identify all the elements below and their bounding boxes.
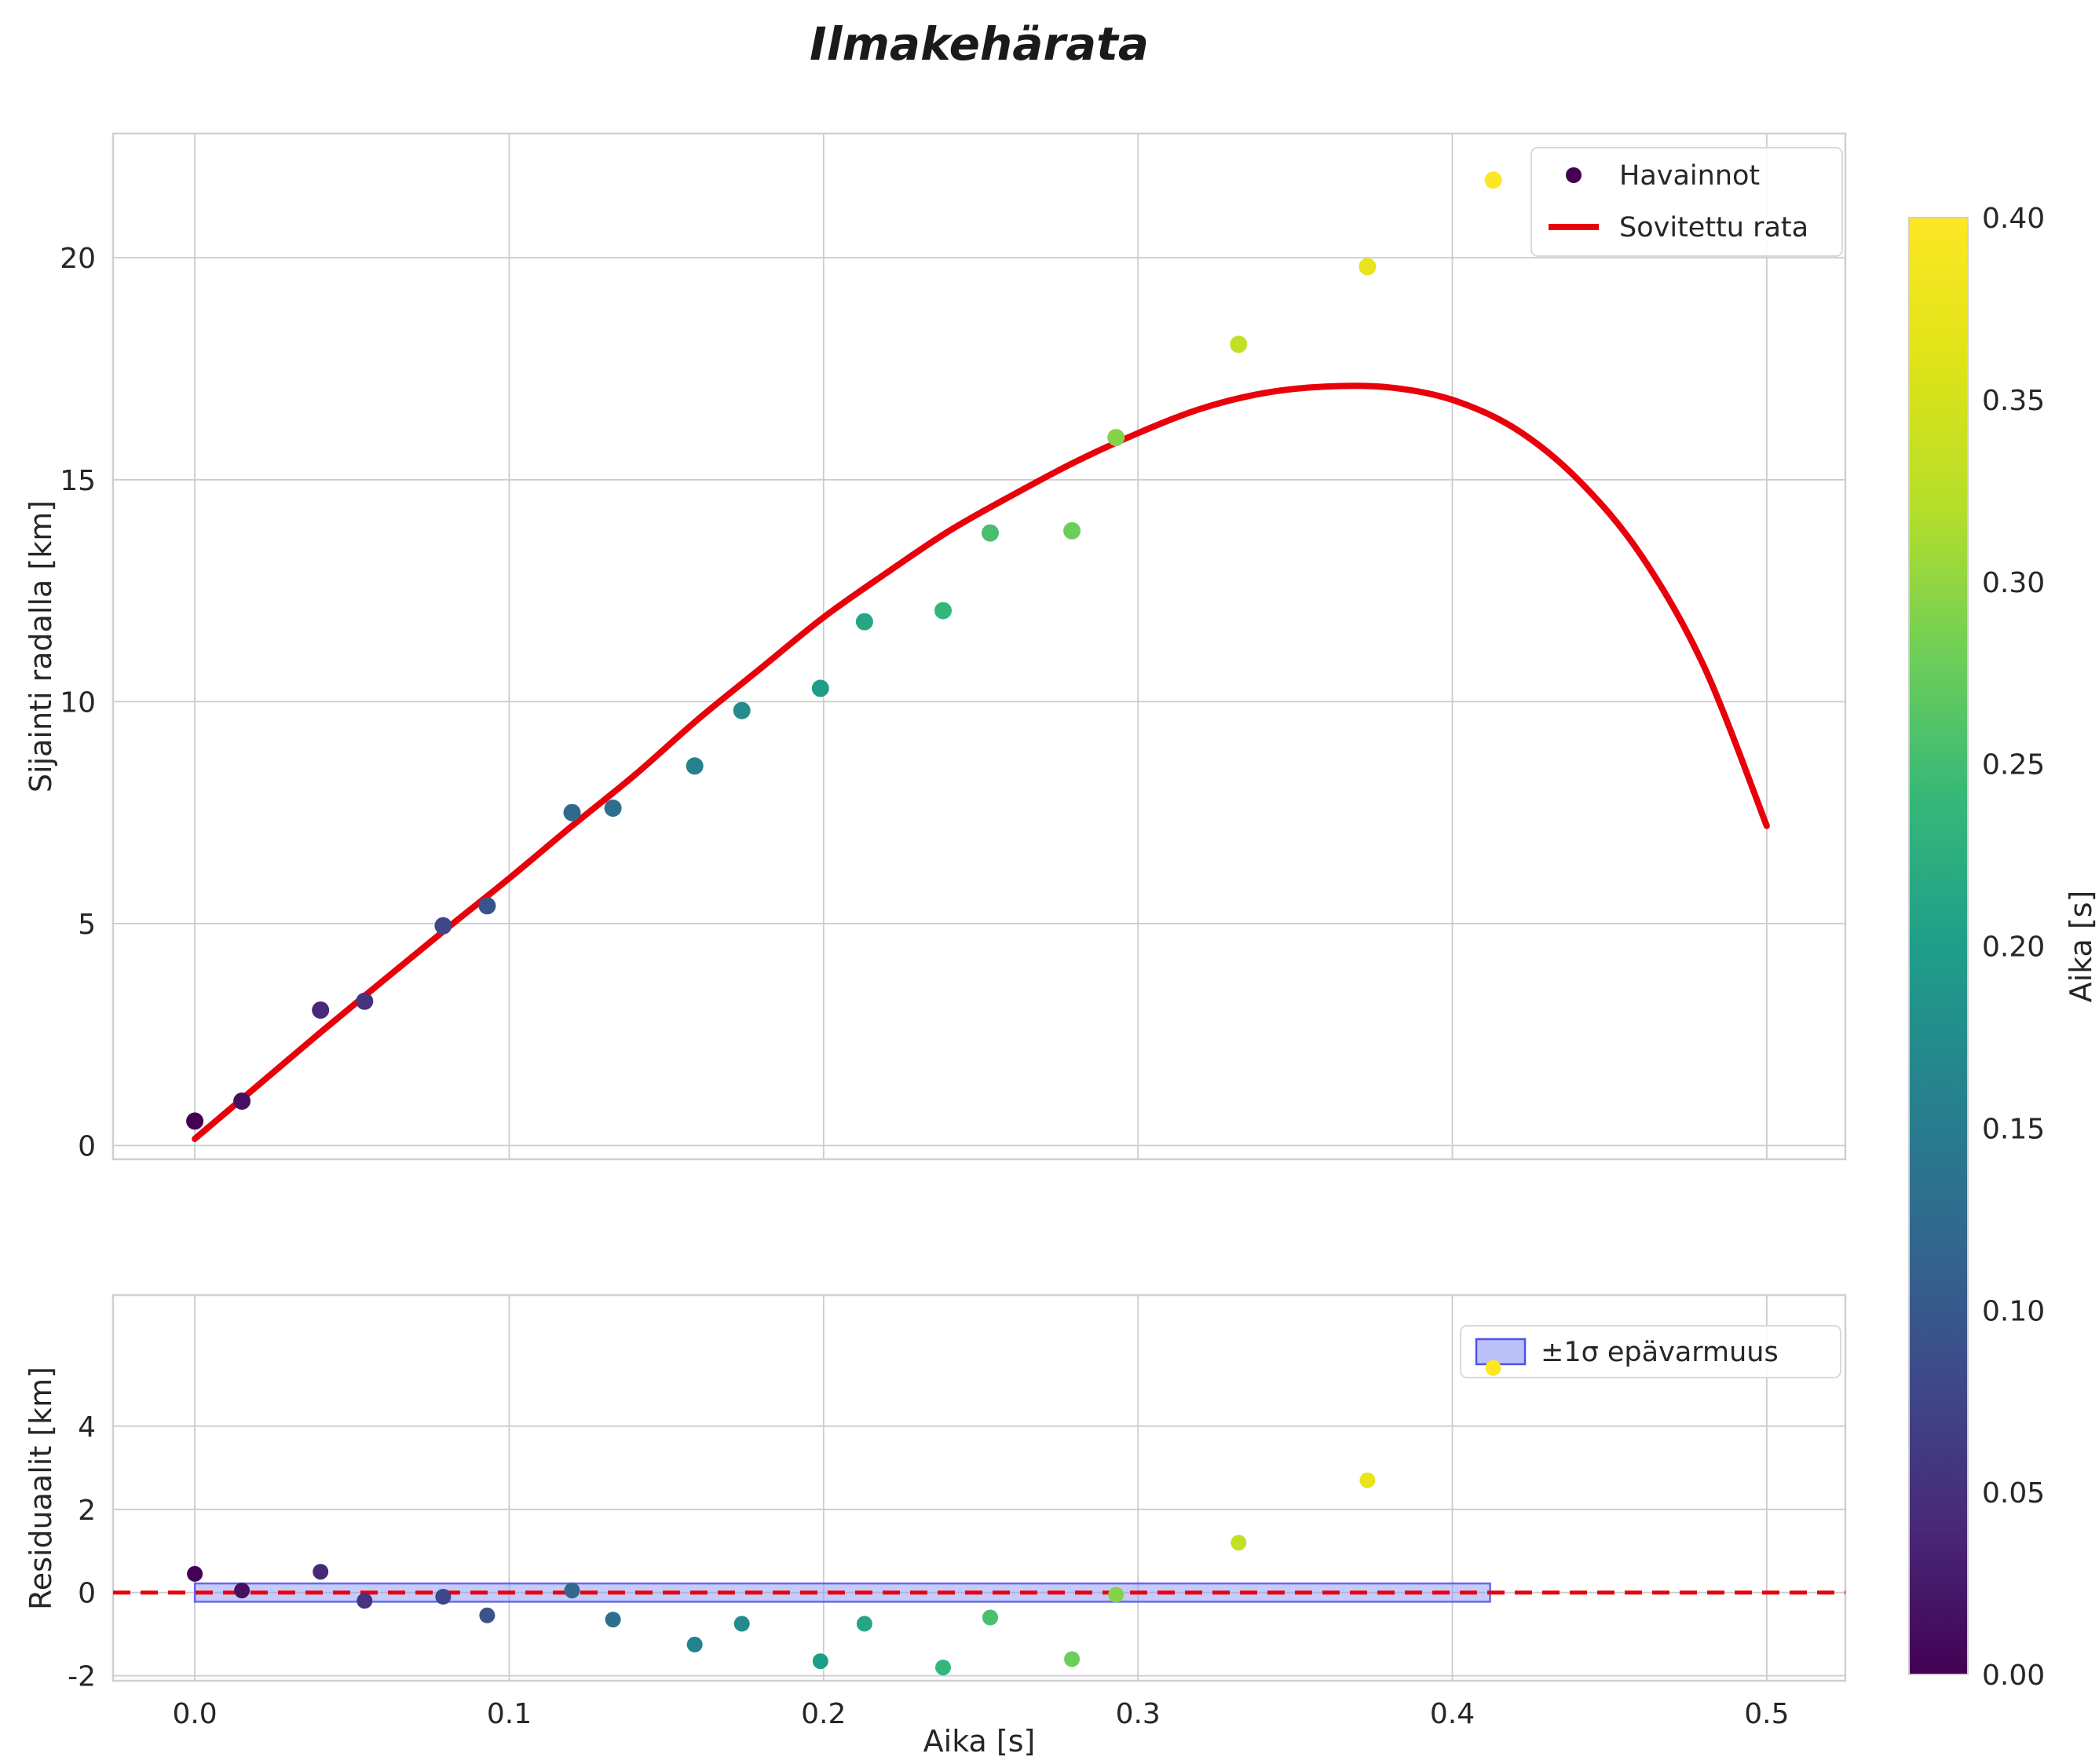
data-point (982, 524, 999, 542)
x-tick-label: 0.4 (1430, 1698, 1475, 1730)
data-point (312, 1001, 330, 1019)
data-point (1230, 335, 1248, 353)
data-point (733, 701, 751, 719)
residual-point (234, 1583, 250, 1599)
data-point (1358, 258, 1377, 276)
residual-point (812, 1653, 828, 1670)
data-point (1484, 171, 1502, 189)
residual-point (856, 1616, 872, 1632)
axes-frame (112, 132, 1847, 1161)
legend-label: Sovitettu rata (1619, 212, 1808, 243)
y-tick-label: 0 (78, 1131, 96, 1163)
residual-point (313, 1564, 329, 1580)
residual-point (357, 1593, 373, 1609)
colorbar-tick-label: 0.30 (1982, 567, 2045, 599)
residual-point (982, 1609, 998, 1626)
residual-point (435, 1589, 452, 1605)
residual-point (1359, 1472, 1376, 1488)
data-point (356, 992, 374, 1010)
fitted-curve (192, 382, 1770, 1142)
y-tick-label: 4 (78, 1411, 96, 1444)
residual-point (733, 1616, 750, 1632)
residual-point (479, 1607, 495, 1623)
residual-point (1108, 1587, 1124, 1603)
y-tick-label: -2 (68, 1661, 96, 1693)
data-point (233, 1092, 251, 1110)
y-tick-label: 15 (60, 465, 96, 497)
data-point (563, 803, 581, 822)
data-point (186, 1112, 204, 1130)
colorbar-tick-label: 0.20 (1982, 931, 2045, 964)
data-point (686, 757, 704, 775)
data-point (1107, 429, 1125, 447)
y-tick-label: 2 (78, 1495, 96, 1527)
data-point (604, 800, 622, 817)
colorbar-tick-label: 0.10 (1982, 1295, 2045, 1327)
legend-box (1460, 1325, 1841, 1378)
chart-title: Ilmakehärata (810, 17, 1149, 71)
residual-point (935, 1660, 951, 1676)
x-axis-label: Aika [s] (923, 1724, 1036, 1759)
colorbar-tick-label: 0.00 (1982, 1660, 2045, 1692)
colorbar-tick-label: 0.15 (1982, 1113, 2045, 1145)
y-tick-label: 0 (78, 1578, 96, 1610)
legend-patch-marker (1475, 1338, 1527, 1366)
residual-point (1064, 1651, 1081, 1667)
legend-point-marker (1566, 167, 1582, 183)
x-tick-label: 0.1 (487, 1698, 532, 1730)
data-point (434, 917, 452, 935)
colorbar-tick-label: 0.35 (1982, 385, 2045, 417)
axes-frame (112, 1294, 1847, 1682)
residual-point (605, 1612, 621, 1628)
colorbar-frame (1908, 217, 1969, 1675)
data-point (855, 613, 873, 631)
colorbar-tick-label: 0.25 (1982, 749, 2045, 781)
colorbar-tick-label: 0.05 (1982, 1477, 2045, 1510)
x-tick-label: 0.2 (801, 1698, 846, 1730)
data-point (478, 897, 496, 915)
data-point (934, 602, 952, 620)
x-tick-label: 0.0 (172, 1698, 217, 1730)
x-tick-label: 0.3 (1116, 1698, 1161, 1730)
y-tick-label: 10 (60, 686, 96, 719)
y-tick-label: 5 (78, 909, 96, 941)
legend-label: Havainnot (1619, 160, 1760, 192)
data-point (1063, 522, 1081, 540)
residual-point (564, 1583, 580, 1599)
y-tick-label: 20 (60, 243, 96, 275)
residual-point (187, 1565, 203, 1582)
legend-box (1530, 147, 1843, 257)
data-point (811, 679, 829, 697)
residual-point (1231, 1535, 1247, 1551)
residual-point (1485, 1360, 1501, 1376)
residual-point (686, 1636, 703, 1652)
colorbar-tick-label: 0.40 (1982, 203, 2045, 235)
x-tick-label: 0.5 (1744, 1698, 1789, 1730)
colorbar-gradient (1909, 218, 1968, 1674)
legend-label: ±1σ epävarmuus (1541, 1337, 1779, 1368)
